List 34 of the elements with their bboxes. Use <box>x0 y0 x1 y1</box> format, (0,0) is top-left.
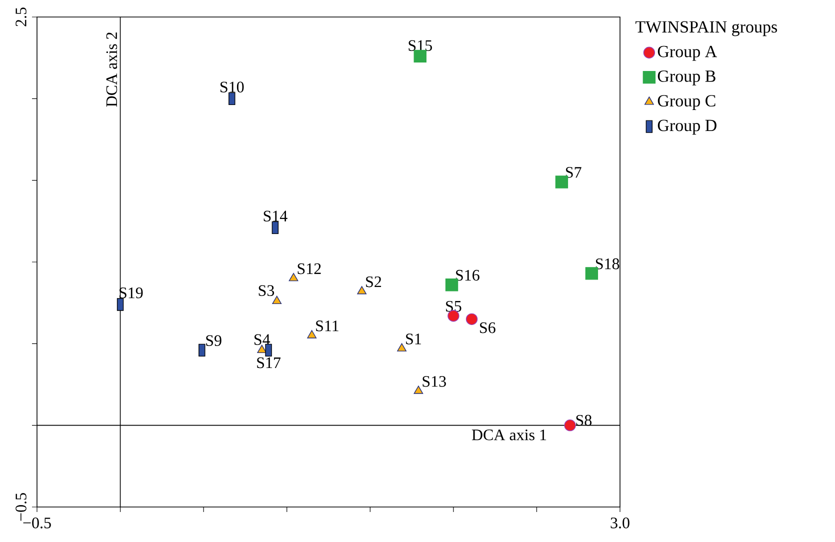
point <box>414 386 424 394</box>
legend-label: Group B <box>658 70 716 86</box>
ref-line-label: DCA axis 2 <box>106 32 118 107</box>
point <box>397 343 406 352</box>
data-label: S16 <box>456 270 480 281</box>
ref-line-label: DCA axis 1 <box>472 430 546 440</box>
data-label: S5 <box>446 300 462 312</box>
x-tick-label: 3.0 <box>610 518 630 528</box>
legend-label: Group C <box>658 95 716 110</box>
y-tick-label: 2.5 <box>16 8 26 26</box>
data-label: S11 <box>316 320 338 332</box>
data-label: S10 <box>220 82 244 92</box>
data-label: S3 <box>258 285 274 296</box>
data-label: S17 <box>257 357 281 368</box>
point <box>564 419 576 432</box>
data-label: S1 <box>406 334 421 344</box>
data-label: S7 <box>566 167 582 178</box>
point <box>272 296 282 304</box>
point <box>257 344 267 354</box>
data-label: S4 <box>254 334 270 345</box>
data-label: S6 <box>480 322 496 334</box>
legend-label: Group A <box>658 46 718 61</box>
point <box>466 313 478 326</box>
point <box>288 272 298 282</box>
data-label: S12 <box>298 263 321 274</box>
legend-label: Group D <box>658 120 716 135</box>
point <box>357 286 366 294</box>
point <box>307 330 317 338</box>
data-label: S9 <box>206 335 222 346</box>
data-label: S14 <box>264 210 288 222</box>
data-label: S2 <box>366 276 382 288</box>
data-label: S18 <box>596 258 620 270</box>
data-label: S13 <box>422 376 446 387</box>
legend-title: TWINSPAIN groups <box>635 21 778 36</box>
